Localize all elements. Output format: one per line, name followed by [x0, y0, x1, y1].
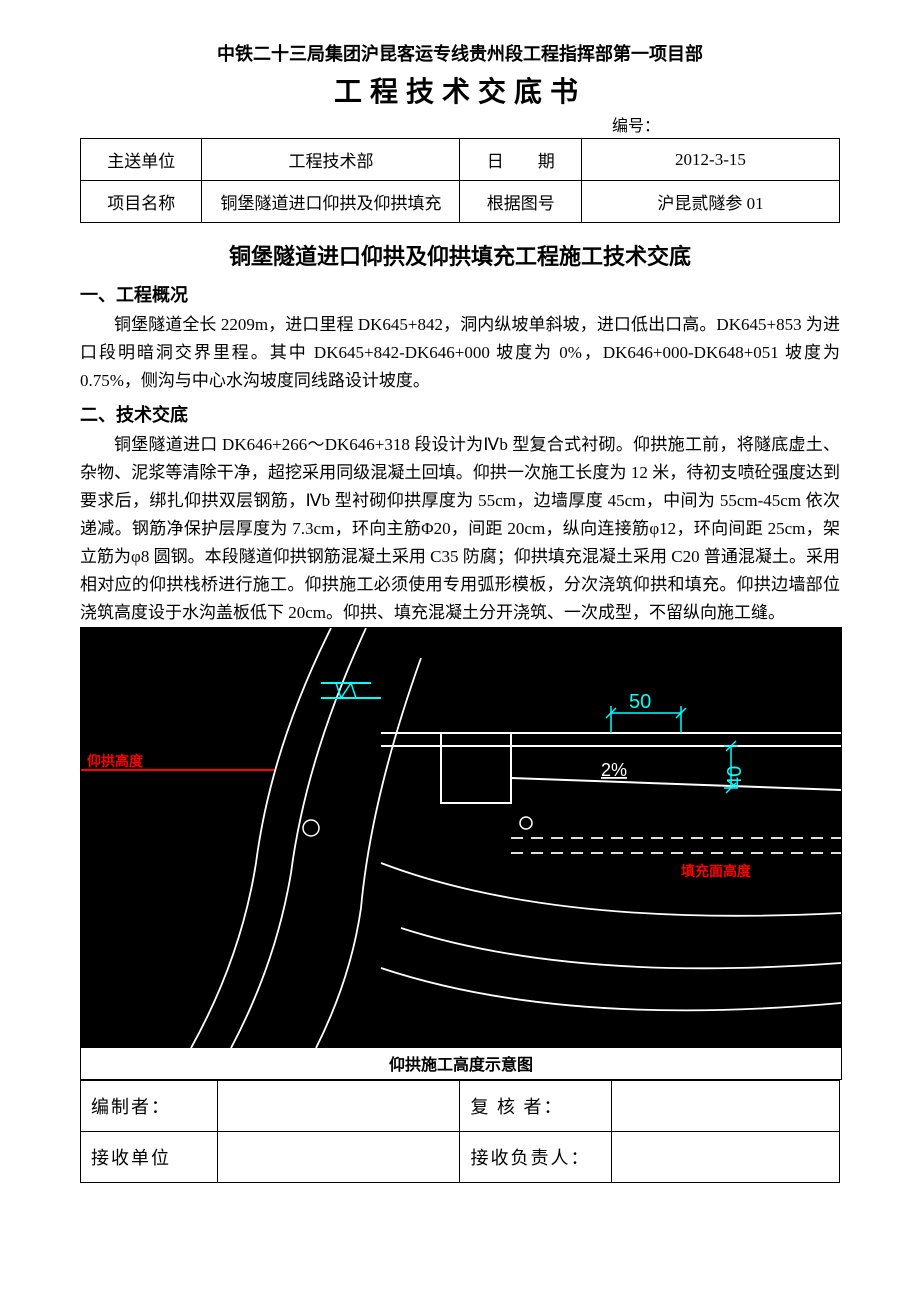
sign-label-author: 编制者： [81, 1081, 218, 1132]
info-row-1: 主送单位 工程技术部 日 期 2012-3-15 [81, 139, 840, 181]
sign-row-1: 编制者： 复 核 者： [81, 1081, 840, 1132]
section1-heading: 一、工程概况 [80, 281, 840, 307]
arch-curve-1 [381, 863, 841, 916]
arch-curve-2 [401, 928, 841, 968]
sign-value-receive-unit [217, 1132, 460, 1183]
info-table: 主送单位 工程技术部 日 期 2012-3-15 项目名称 铜堡隧道进口仰拱及仰… [80, 138, 840, 223]
section2-body: 铜堡隧道进口 DK646+266～DK646+318 段设计为Ⅳb 型复合式衬砌… [80, 431, 840, 627]
dim-50-text: 50 [629, 691, 651, 713]
info-value-drawing: 沪昆贰隧参 01 [581, 181, 839, 223]
slope-circle [520, 817, 532, 829]
document-title: 工程技术交底书 [80, 70, 840, 110]
header-organization: 中铁二十三局集团沪昆客运专线贵州段工程指挥部第一项目部 [80, 40, 840, 66]
section1-body: 铜堡隧道全长 2209m，进口里程 DK645+842，洞内纵坡单斜坡，进口低出… [80, 311, 840, 395]
info-label-recipient: 主送单位 [81, 139, 202, 181]
sign-label-receive-unit: 接收单位 [81, 1132, 218, 1183]
info-value-project: 铜堡隧道进口仰拱及仰拱填充 [202, 181, 460, 223]
dim-2pct-text: 2% [601, 760, 627, 780]
outer-curve-3 [316, 658, 421, 1048]
diagram-caption: 仰拱施工高度示意图 [81, 1048, 841, 1080]
sign-table: 编制者： 复 核 者： 接收单位 接收负责人： [80, 1080, 840, 1183]
sign-label-receive-person: 接收负责人： [460, 1132, 612, 1183]
label-invert-height: 仰拱高度 [87, 753, 144, 769]
info-value-recipient: 工程技术部 [202, 139, 460, 181]
sign-value-receive-person [612, 1132, 840, 1183]
trench-block [441, 733, 511, 803]
arch-curve-3 [381, 968, 841, 1010]
small-circle [303, 820, 319, 836]
cyan-hatch [336, 683, 356, 698]
info-label-date: 日 期 [460, 139, 581, 181]
info-label-drawing: 根据图号 [460, 181, 581, 223]
info-row-2: 项目名称 铜堡隧道进口仰拱及仰拱填充 根据图号 沪昆贰隧参 01 [81, 181, 840, 223]
sign-value-reviewer [612, 1081, 840, 1132]
diagram-canvas: 仰拱高度 50 [81, 628, 841, 1048]
sign-label-reviewer: 复 核 者： [460, 1081, 612, 1132]
content-title: 铜堡隧道进口仰拱及仰拱填充工程施工技术交底 [80, 239, 840, 271]
outer-curve-1 [191, 628, 331, 1048]
document-page: 中铁二十三局集团沪昆客运专线贵州段工程指挥部第一项目部 工程技术交底书 编号： … [80, 40, 840, 1183]
slope-line [511, 778, 841, 790]
info-value-date: 2012-3-15 [581, 139, 839, 181]
info-label-project: 项目名称 [81, 181, 202, 223]
dim-40-text: 40 [724, 766, 746, 788]
section2-heading: 二、技术交底 [80, 401, 840, 427]
document-number-label: 编号： [80, 112, 840, 136]
label-fill-height: 填充面高度 [681, 863, 752, 879]
sign-row-2: 接收单位 接收负责人： [81, 1132, 840, 1183]
sign-value-author [217, 1081, 460, 1132]
diagram-svg: 仰拱高度 50 [81, 628, 841, 1048]
diagram-frame: 仰拱高度 50 [80, 627, 842, 1080]
